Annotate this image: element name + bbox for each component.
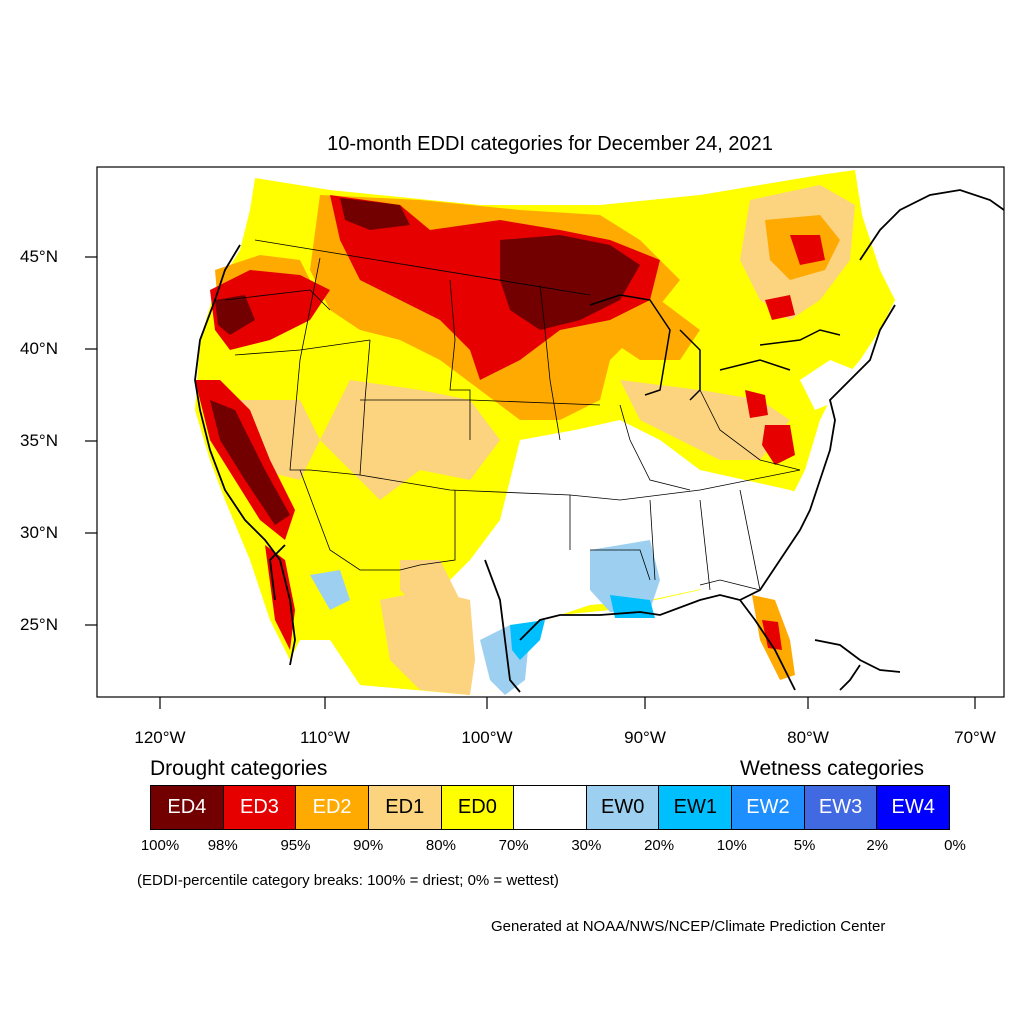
drought-heading: Drought categories	[150, 757, 328, 780]
lon-label-120w: 120°W	[134, 728, 186, 747]
region-ed1-texas	[380, 590, 475, 695]
region-ed4-oregon	[215, 295, 255, 335]
state-boundaries	[224, 239, 801, 591]
region-ew0-southwest	[310, 570, 350, 610]
great-lakes	[589, 294, 841, 401]
region-ed3-pacific-nw	[210, 270, 330, 350]
percentile-label: 80%	[425, 837, 456, 854]
region-ed3-canada-east	[790, 235, 825, 265]
region-ed3-ohio	[745, 390, 768, 418]
percentile-label: 100%	[140, 837, 180, 854]
legend-swatch-ew2: EW2	[732, 786, 805, 829]
legend-swatch-ed0: ED0	[441, 786, 515, 829]
lon-label-80w: 80°W	[787, 728, 829, 747]
region-ed4-california	[210, 400, 290, 525]
percentile-label: 30%	[571, 837, 602, 854]
lon-ticks	[159, 697, 976, 709]
eddi-category-fill	[195, 170, 895, 695]
category-legend: ED4 ED3 ED2 ED1 ED0 EW0 EW1 EW2 EW3 EW4	[150, 785, 950, 830]
percentile-label: 20%	[644, 837, 675, 854]
cuba-outline	[814, 639, 901, 673]
lon-label-100w: 100°W	[461, 728, 513, 747]
percentile-label: 0%	[944, 837, 966, 854]
region-ed4-canada-plains	[340, 198, 410, 230]
mexico-coast	[839, 664, 861, 691]
percentile-label: 90%	[353, 837, 384, 854]
lon-label-110w: 110°W	[300, 728, 350, 747]
credit-line: Generated at NOAA/NWS/NCEP/Climate Predi…	[491, 918, 886, 935]
region-ed4-minnesota	[500, 235, 640, 330]
legend-swatch-ew1: EW1	[659, 786, 733, 829]
legend-swatch-neutral	[514, 786, 587, 829]
map-title: 10-month EDDI categories for December 24…	[327, 133, 773, 155]
lat-label-30: 30°N	[20, 523, 58, 542]
region-ed1-southwest	[320, 380, 500, 500]
region-ed1-california	[235, 400, 320, 480]
percentile-label: 95%	[280, 837, 311, 854]
wetness-heading: Wetness categories	[740, 757, 925, 780]
percentile-label: 10%	[716, 837, 747, 854]
percentile-label: 2%	[866, 837, 889, 854]
percentile-label: 5%	[793, 837, 816, 854]
region-ed3-virginia	[762, 425, 795, 465]
lon-label-70w: 70°W	[954, 728, 996, 747]
region-ew1-texas-coast	[510, 620, 545, 660]
region-ed3-florida	[762, 620, 782, 650]
region-ed3-quebec	[765, 295, 795, 320]
category-note: (EDDI-percentile category breaks: 100% =…	[137, 872, 559, 889]
percentile-label: 98%	[207, 837, 238, 854]
legend-swatch-ed2: ED2	[296, 786, 369, 829]
lat-label-35: 35°N	[20, 431, 58, 450]
lat-label-25: 25°N	[20, 615, 58, 634]
region-ed3-baja	[265, 545, 295, 650]
lat-ticks	[85, 256, 97, 626]
legend-swatch-ed1: ED1	[368, 786, 442, 829]
percentile-label: 70%	[498, 837, 529, 854]
lat-label-45: 45°N	[20, 247, 58, 266]
map-frame	[96, 166, 1005, 698]
lon-label-90w: 90°W	[624, 728, 666, 747]
lat-label-40: 40°N	[20, 339, 58, 358]
legend-swatch-ed4: ED4	[151, 786, 224, 829]
canada-east-coast	[859, 189, 1005, 261]
legend-swatch-ew3: EW3	[804, 786, 878, 829]
legend-swatch-ew0: EW0	[586, 786, 660, 829]
coastline	[194, 244, 896, 693]
region-ed1-south-nm	[400, 560, 460, 610]
legend-swatch-ed3: ED3	[223, 786, 297, 829]
legend-swatch-ew4: EW4	[877, 786, 950, 829]
region-neutral-northeast	[800, 360, 855, 410]
